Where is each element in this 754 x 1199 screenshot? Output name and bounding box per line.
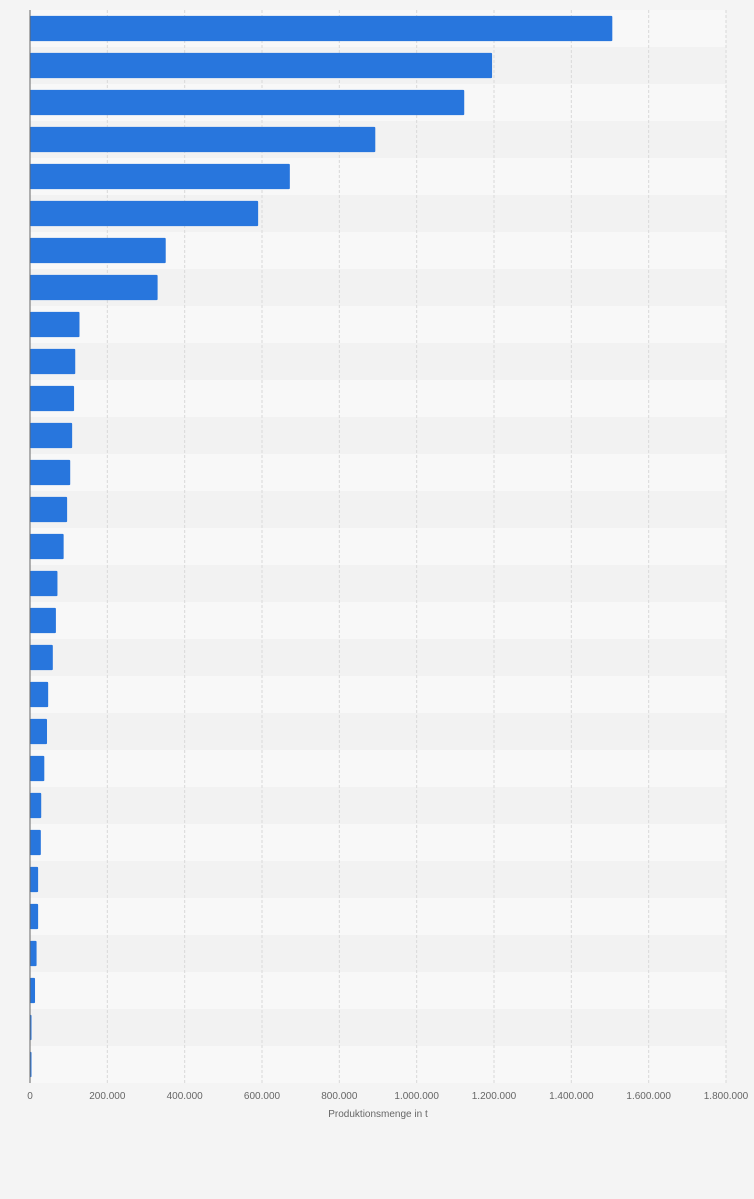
row-band [30,491,726,528]
row-band [30,935,726,972]
bar[interactable] [30,496,68,523]
row-band [30,861,726,898]
bar[interactable] [30,903,39,930]
bar[interactable] [30,52,493,79]
x-tick-label: 1.200.000 [472,1091,517,1102]
bar[interactable] [30,644,53,671]
bar[interactable] [30,681,49,708]
x-tick-labels: 0 200.000 400.000 600.000 800.000 1.000.000 1.… [27,1091,748,1102]
bar[interactable] [30,163,290,190]
bar[interactable] [30,126,376,153]
x-tick-label: 1.400.000 [549,1091,594,1102]
bar[interactable] [30,200,259,227]
x-tick-label: 0 [27,1091,33,1102]
x-axis-title: Produktionsmenge in t [328,1109,428,1120]
x-tick-label: 800.000 [321,1091,358,1102]
row-band [30,417,726,454]
bar[interactable] [30,385,75,412]
bar[interactable] [30,940,37,967]
bar[interactable] [30,274,158,301]
bar[interactable] [30,829,41,856]
bar[interactable] [30,459,71,486]
bar[interactable] [30,348,76,375]
bar[interactable] [30,792,42,819]
bar[interactable] [30,237,166,264]
row-band [30,713,726,750]
x-tick-label: 200.000 [89,1091,126,1102]
row-band [30,343,726,380]
row-band [30,639,726,676]
gridlines [106,10,727,1083]
bar[interactable] [30,977,36,1004]
x-tick-label: 400.000 [167,1091,204,1102]
x-tick-label: 1.800.000 [704,1091,749,1102]
bar[interactable] [30,89,465,116]
bar[interactable] [30,718,48,745]
bars [30,15,613,1078]
row-band [30,1009,726,1046]
x-tick-label: 600.000 [244,1091,281,1102]
bar[interactable] [30,755,45,782]
row-band [30,787,726,824]
bar[interactable] [30,533,64,560]
row-band [30,565,726,602]
bar[interactable] [30,607,56,634]
x-tick-label: 1.000.000 [394,1091,439,1102]
bar[interactable] [30,866,39,893]
bar[interactable] [30,311,80,338]
bar[interactable] [30,15,613,42]
x-tick-label: 1.600.000 [626,1091,671,1102]
bar[interactable] [30,422,73,449]
bar[interactable] [30,570,58,597]
